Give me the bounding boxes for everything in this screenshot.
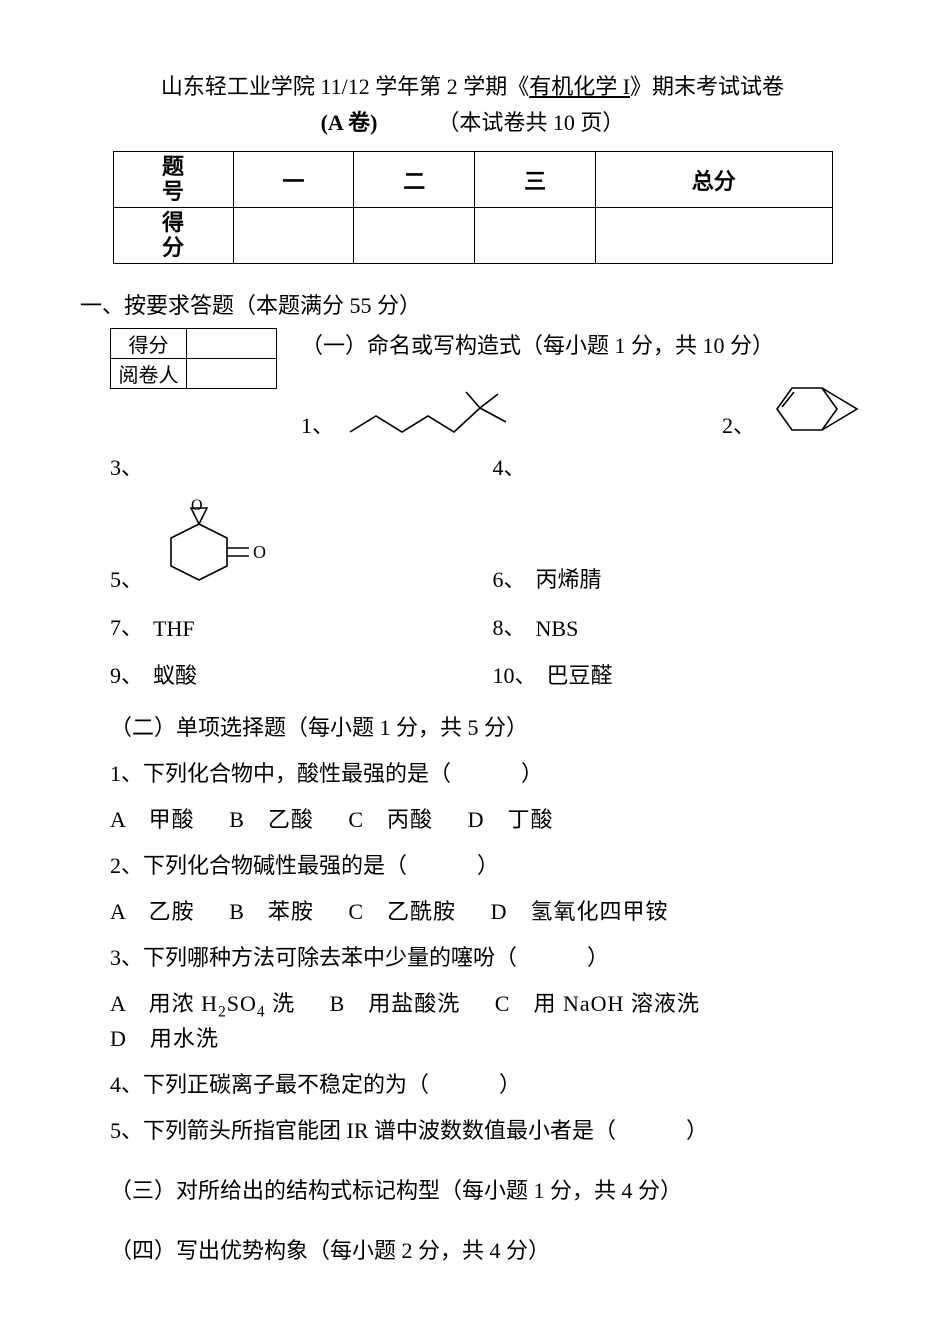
score-table: 题 号 一 二 三 总分 得 分 <box>113 151 833 264</box>
score-table-header-label: 题 号 <box>113 152 233 208</box>
q3-opt-a: A 用浓 H2SO4 洗 <box>110 986 295 1021</box>
mc-q1-opts: A 甲酸 B 乙酸 C 丙酸 D 丁酸 <box>110 802 835 834</box>
page-count: （本试卷共 10 页） <box>437 105 624 137</box>
col-2: 二 <box>354 152 475 208</box>
q5-cell: 5、 O O <box>110 498 453 594</box>
label-fen: 分 <box>114 236 233 260</box>
paper-variant: (A 卷) <box>321 105 378 137</box>
q7-label: 7、 <box>110 610 143 642</box>
mc-q5-end: ） <box>686 1118 708 1143</box>
q8-text: NBS <box>536 616 579 642</box>
q8-label: 8、 <box>493 610 526 642</box>
q1-label: 1、 <box>301 408 334 440</box>
q3a-pre: A 用浓 H <box>110 991 218 1016</box>
q7-text: THF <box>153 616 195 642</box>
score-cell-3 <box>475 208 596 264</box>
score-cell-2 <box>354 208 475 264</box>
section-1-heading: 一、按要求答题（本题满分 55 分） <box>80 288 865 320</box>
q6-text: 丙烯腈 <box>536 562 602 594</box>
mc-q4: 4、下列正碳离子最不稳定的为（ ） <box>110 1067 835 1099</box>
q3-opt-c: C 用 NaOH 溶液洗 <box>495 986 700 1018</box>
part3-heading: （三）对所给出的结构式标记构型（每小题 1 分，共 4 分） <box>110 1173 835 1205</box>
mc-q3-stem: 3、下列哪种方法可除去苯中少量的噻吩（ <box>110 945 517 970</box>
score-cell-1 <box>233 208 354 264</box>
mc-q4-stem: 4、下列正碳离子最不稳定的为（ <box>110 1072 429 1097</box>
q3-opt-d: D 用水洗 <box>110 1021 219 1053</box>
mc-q2-opts: A 乙胺 B 苯胺 C 乙酰胺 D 氢氧化四甲铵 <box>110 894 835 926</box>
mc-q2-end: ） <box>477 853 499 878</box>
q10-cell: 10、巴豆醛 <box>493 658 836 690</box>
q5-structure-icon: O O <box>153 498 283 594</box>
q3a-mid: SO <box>227 991 257 1016</box>
label-hao: 号 <box>114 180 233 204</box>
part4-heading: （四）写出优势构象（每小题 2 分，共 4 分） <box>110 1233 835 1265</box>
mc-q5: 5、下列箭头所指官能团 IR 谱中波数数值最小者是（ ） <box>110 1113 835 1145</box>
part1-heading: （一）命名或写构造式（每小题 1 分，共 10 分） <box>301 328 865 360</box>
part2-heading: （二）单项选择题（每小题 1 分，共 5 分） <box>110 710 835 742</box>
q1-opt-c: C 丙酸 <box>348 802 433 834</box>
mc-q3: 3、下列哪种方法可除去苯中少量的噻吩（ ） <box>110 940 835 972</box>
score-table-score-label: 得 分 <box>113 208 233 264</box>
mc-q2-stem: 2、下列化合物碱性最强的是（ <box>110 853 407 878</box>
q9-label: 9、 <box>110 658 143 690</box>
mini-score-cell <box>187 329 277 359</box>
title-post: 》期末考试试卷 <box>630 74 784 99</box>
q3a-post: 洗 <box>266 991 296 1016</box>
mc-q1: 1、下列化合物中，酸性最强的是（ ） <box>110 756 835 788</box>
col-total: 总分 <box>596 152 832 208</box>
q10-label: 10、 <box>493 658 537 690</box>
q3-cell: 3、 <box>110 450 453 482</box>
q4-label: 4、 <box>493 450 526 482</box>
q2-label: 2、 <box>722 408 755 440</box>
q5-label: 5、 <box>110 562 143 594</box>
label-ti: 题 <box>114 155 233 179</box>
exam-title: 山东轻工业学院 11/12 学年第 2 学期《有机化学 I》期末考试试卷 <box>80 70 865 103</box>
mc-q5-stem: 5、下列箭头所指官能团 IR 谱中波数数值最小者是（ <box>110 1118 616 1143</box>
q2-opt-b: B 苯胺 <box>229 894 314 926</box>
grader-table: 得分 阅卷人 <box>110 328 277 389</box>
q7-cell: 7、 THF <box>110 610 453 642</box>
q4-cell: 4、 <box>493 450 836 482</box>
col-3: 三 <box>475 152 596 208</box>
mini-score-label: 得分 <box>111 329 187 359</box>
epoxide-o-label: O <box>191 498 203 514</box>
q1-opt-a: A 甲酸 <box>110 802 195 834</box>
mini-grader-cell <box>187 359 277 389</box>
subtitle-row: (A 卷) （本试卷共 10 页） <box>80 105 865 137</box>
mc-q2: 2、下列化合物碱性最强的是（ ） <box>110 848 835 880</box>
q3a-sub1: 2 <box>218 1003 227 1020</box>
q2-structure-icon <box>765 378 865 440</box>
q1-structure-icon <box>344 388 544 440</box>
q6-label: 6、 <box>493 562 526 594</box>
mc-q1-end: ） <box>521 761 543 786</box>
label-de: 得 <box>114 211 233 235</box>
q1-opt-b: B 乙酸 <box>229 802 314 834</box>
q6-cell: 6、丙烯腈 <box>493 504 836 594</box>
q3-label: 3、 <box>110 450 143 482</box>
q2-opt-d: D 氢氧化四甲铵 <box>491 894 669 926</box>
q10-text: 巴豆醛 <box>547 658 613 690</box>
ketone-o-label: O <box>253 542 266 562</box>
part1-row: 得分 阅卷人 （一）命名或写构造式（每小题 1 分，共 10 分） 1、 2、 <box>80 328 865 440</box>
q9-cell: 9、蚁酸 <box>110 658 453 690</box>
q3a-sub2: 4 <box>257 1003 266 1020</box>
q2-opt-c: C 乙酰胺 <box>348 894 456 926</box>
q3-opt-b: B 用盐酸洗 <box>330 986 461 1018</box>
mc-q3-opts: A 用浓 H2SO4 洗 B 用盐酸洗 C 用 NaOH 溶液洗 D 用水洗 <box>110 986 835 1053</box>
mc-q4-end: ） <box>499 1072 521 1097</box>
mini-grader-label: 阅卷人 <box>111 359 187 389</box>
q9-text: 蚁酸 <box>153 658 197 690</box>
mc-q1-stem: 1、下列化合物中，酸性最强的是（ <box>110 761 451 786</box>
title-pre: 山东轻工业学院 11/12 学年第 2 学期《 <box>161 74 529 99</box>
col-1: 一 <box>233 152 354 208</box>
naming-grid: 3、 4、 5、 O O 6、丙烯腈 7、 THF 8、 NBS 9、蚁酸 10、巴… <box>110 450 835 690</box>
title-course: 有机化学 I <box>529 74 630 99</box>
score-cell-total <box>596 208 832 264</box>
mc-q3-end: ） <box>587 945 609 970</box>
q1-opt-d: D 丁酸 <box>468 802 554 834</box>
q2-opt-a: A 乙胺 <box>110 894 195 926</box>
q8-cell: 8、 NBS <box>493 610 836 642</box>
mcq-block: 1、下列化合物中，酸性最强的是（ ） A 甲酸 B 乙酸 C 丙酸 D 丁酸 2、… <box>110 756 835 1145</box>
